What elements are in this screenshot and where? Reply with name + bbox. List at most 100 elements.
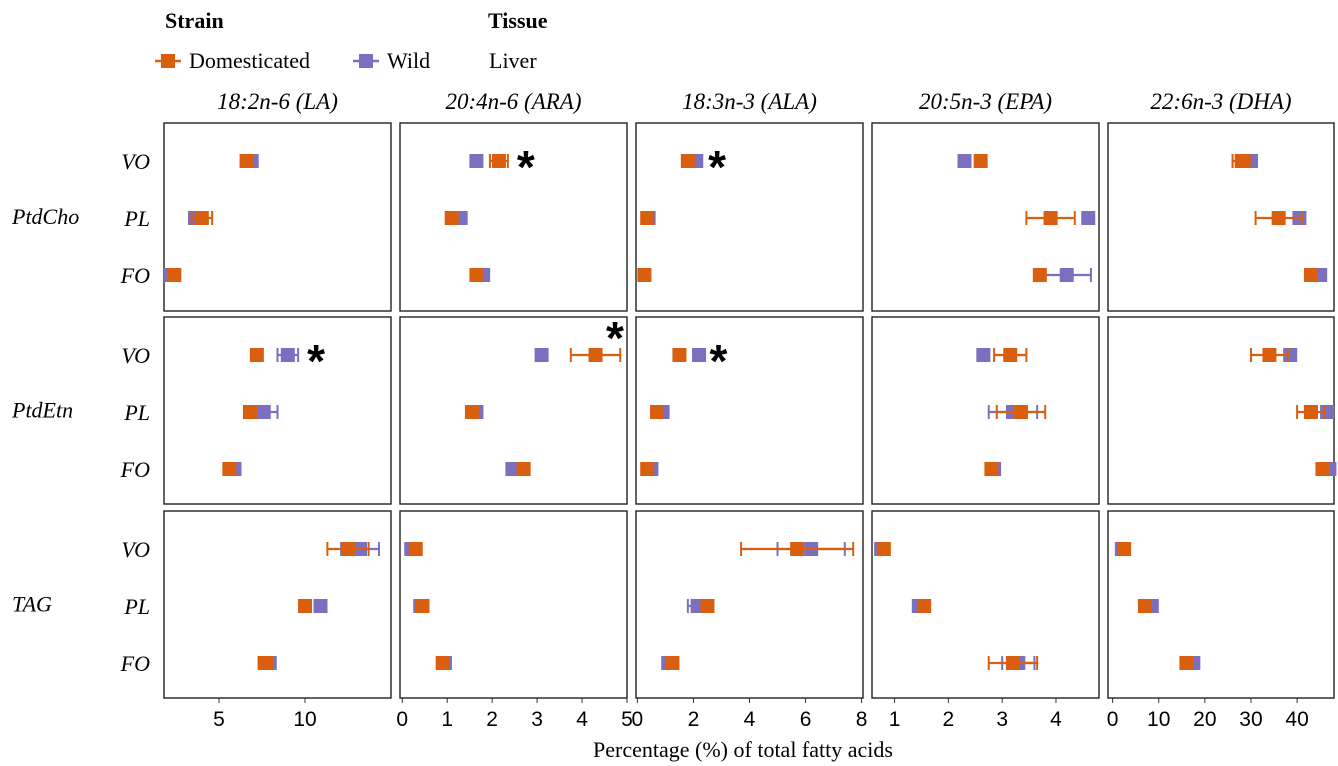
diet-label: PL [123, 206, 150, 231]
panel-frame [1107, 316, 1335, 505]
plot-area: 18:2n-6 (LA) 20:4n-6 (ARA) 18:3n-3 (ALA) 20… [11, 89, 1337, 731]
x-tick-label: 1 [889, 708, 901, 731]
point-wild [976, 348, 991, 362]
panel-frame [1107, 510, 1335, 699]
point-domesticated [167, 268, 182, 282]
point-domesticated [444, 211, 459, 225]
point-domesticated [640, 211, 655, 225]
facet-row-label: PtdEtn [11, 398, 73, 423]
x-tick-label: 3 [531, 708, 543, 731]
point-wild [469, 154, 484, 168]
x-tick-label: 2 [688, 708, 700, 731]
point-domesticated [680, 154, 695, 168]
x-tick-label: 30 [1239, 708, 1262, 731]
point-domesticated [239, 154, 254, 168]
diet-label: FO [120, 651, 150, 676]
significance-asterisk: * [708, 141, 726, 193]
diet-label: FO [120, 263, 150, 288]
point-domesticated [672, 348, 687, 362]
point-wild [1283, 348, 1298, 362]
diet-label: VO [121, 149, 150, 174]
panel-frame [871, 510, 1100, 699]
panel-ptdcho-4 [1231, 154, 1328, 282]
point-domesticated [222, 462, 237, 476]
point-domesticated [298, 599, 313, 613]
point-domesticated [516, 462, 531, 476]
point-wild [957, 154, 972, 168]
legend-tissue-title: Tissue [488, 8, 548, 33]
panel-ptdcho-0 [163, 154, 259, 282]
panel-tag-0 [257, 542, 380, 670]
diet-label: FO [120, 457, 150, 482]
diet-label: VO [121, 537, 150, 562]
point-wild [256, 405, 271, 419]
significance-asterisk: * [606, 312, 624, 364]
facet-column-label: 18:3n-3 (ALA) [682, 89, 817, 114]
x-tick-label: 6 [800, 708, 812, 731]
legend-key-domesticated [155, 54, 181, 68]
panel-tag-2 [661, 542, 855, 670]
point-wild [1081, 211, 1096, 225]
panel-frame [635, 510, 864, 699]
significance-asterisk: * [307, 335, 325, 387]
panel-frame [1107, 122, 1335, 312]
panel-frame [635, 316, 864, 505]
panel-ptdetn-3 [976, 348, 1047, 476]
point-domesticated [341, 542, 356, 556]
point-wild [280, 348, 295, 362]
x-tick-label: 0 [1107, 708, 1119, 731]
point-domesticated [876, 542, 891, 556]
x-tick-label: 20 [1193, 708, 1216, 731]
facet-row-label: TAG [12, 592, 52, 617]
point-domesticated [1303, 405, 1318, 419]
point-domesticated [435, 656, 450, 670]
point-domesticated [790, 542, 805, 556]
panel-tag-3 [874, 542, 1039, 670]
facet-column-label: 20:5n-3 (EPA) [919, 89, 1052, 114]
panel-frame [399, 316, 628, 505]
point-domesticated [491, 154, 506, 168]
legend-tissue-value: Liver [489, 48, 537, 73]
point-domesticated [588, 348, 603, 362]
panel-frame [399, 510, 628, 699]
legend-strain-title: Strain [165, 8, 224, 33]
x-tick-label: 2 [943, 708, 955, 731]
diet-label: PL [123, 594, 150, 619]
point-domesticated [650, 405, 665, 419]
point-domesticated [973, 154, 988, 168]
point-domesticated [640, 462, 655, 476]
x-axis-title: Percentage (%) of total fatty acids [593, 737, 893, 762]
point-domesticated [1271, 211, 1286, 225]
x-tick-label: 3 [996, 708, 1008, 731]
x-tick-label: 10 [1147, 708, 1170, 731]
panel-tag-4 [1114, 542, 1201, 670]
x-tick-label: 4 [744, 708, 756, 731]
point-domesticated [464, 405, 479, 419]
panel-ptdcho-2: * [637, 141, 726, 282]
point-domesticated [194, 211, 209, 225]
point-domesticated [469, 268, 484, 282]
point-domesticated [1137, 599, 1152, 613]
point-domesticated [1179, 656, 1194, 670]
legend-key-wild [353, 54, 379, 68]
point-wild [1320, 405, 1335, 419]
point-domesticated [984, 462, 999, 476]
x-tick-label: 0 [396, 708, 408, 731]
panel-ptdetn-4 [1249, 348, 1337, 476]
point-domesticated [1303, 268, 1318, 282]
significance-asterisk: * [710, 335, 728, 387]
point-domesticated [1032, 268, 1047, 282]
panel-ptdcho-3 [957, 154, 1096, 282]
facet-row-label: PtdCho [11, 204, 79, 229]
x-tick-label: 2 [486, 708, 498, 731]
point-domesticated [1315, 462, 1330, 476]
diet-label: VO [121, 343, 150, 368]
point-domesticated [1262, 348, 1277, 362]
legend: Strain Tissue Domesticated Wild Liver [155, 8, 548, 73]
point-domesticated [249, 348, 264, 362]
x-tick-label: 4 [1050, 708, 1062, 731]
panel-frame [163, 510, 392, 699]
x-tick-label: 1 [441, 708, 453, 731]
point-domesticated [1117, 542, 1132, 556]
